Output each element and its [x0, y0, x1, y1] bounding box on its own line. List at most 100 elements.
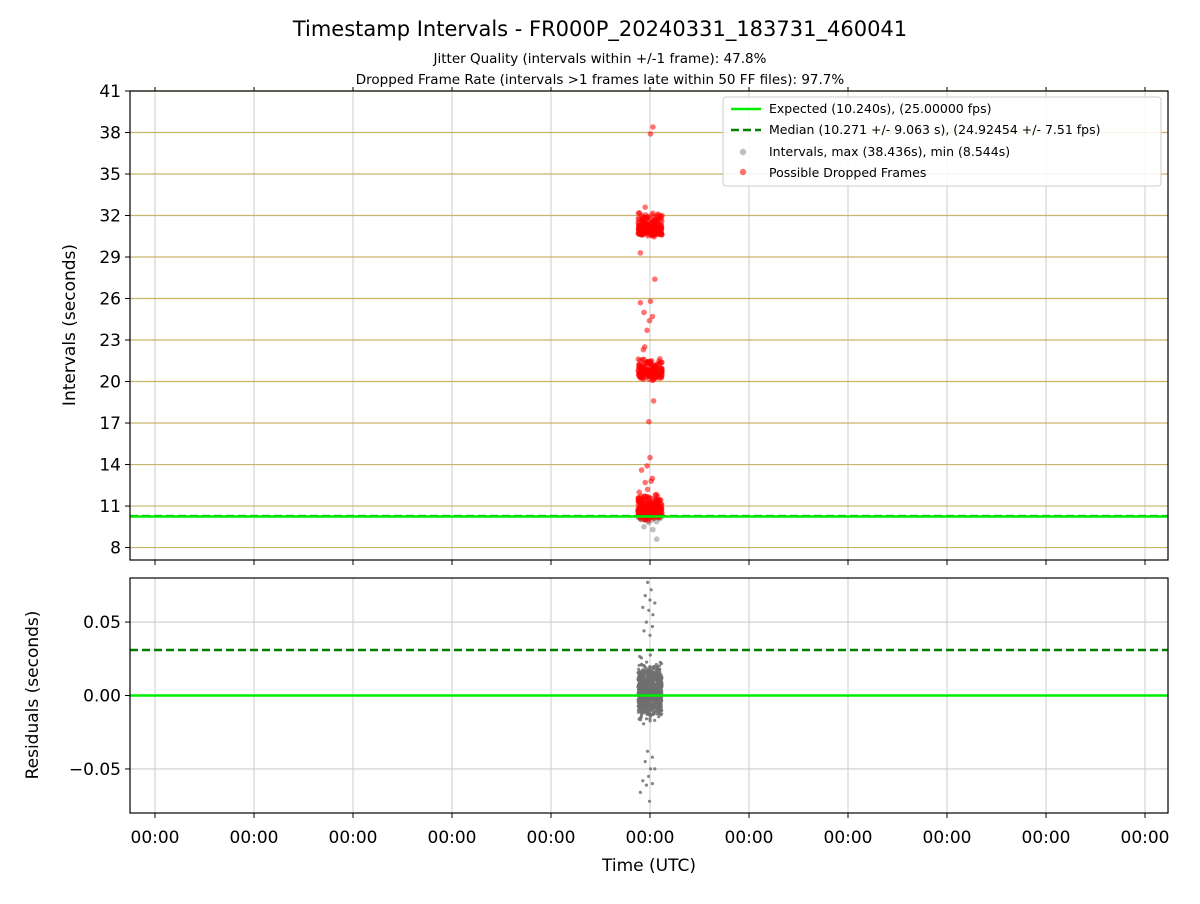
intervals-point	[652, 225, 658, 232]
residuals-point	[650, 755, 655, 759]
residuals-point	[658, 667, 662, 671]
intervals-y-tick-label: 11	[99, 497, 121, 517]
intervals-point	[653, 507, 660, 514]
residuals-point	[659, 674, 663, 678]
intervals-point	[635, 497, 642, 504]
intervals-y-tick-label: 41	[99, 82, 121, 102]
residuals-point	[648, 598, 652, 602]
intervals-point	[642, 517, 648, 523]
intervals-point	[643, 214, 650, 221]
residuals-point	[648, 633, 652, 637]
intervals-point	[640, 346, 647, 353]
residuals-point	[644, 620, 649, 624]
residuals-point	[638, 677, 642, 681]
intervals-point	[659, 231, 665, 238]
intervals-point	[639, 220, 646, 226]
residuals-point	[638, 790, 643, 795]
intervals-point	[653, 536, 660, 542]
residuals-point	[650, 782, 655, 786]
intervals-point	[656, 503, 663, 510]
intervals-point	[647, 298, 654, 305]
intervals-point	[650, 210, 656, 216]
legend-dropped-swatch	[739, 168, 747, 176]
intervals-y-tick-label: 38	[99, 124, 121, 144]
residuals-point	[643, 708, 647, 712]
residuals-point	[660, 712, 664, 716]
intervals-point	[638, 231, 645, 238]
residuals-point	[637, 703, 641, 707]
intervals-point	[654, 372, 660, 378]
residuals-axes-frame	[129, 577, 1169, 814]
residuals-point	[639, 696, 643, 700]
residuals-point	[636, 691, 641, 695]
x-tick-label: 00:00	[428, 828, 477, 848]
intervals-y-tick-label: 8	[110, 539, 121, 559]
x-tick-label: 00:00	[329, 828, 378, 848]
residuals-point	[641, 682, 645, 687]
intervals-point	[638, 467, 645, 473]
residuals-point	[652, 665, 656, 669]
residuals-point	[656, 690, 661, 694]
residuals-point	[639, 662, 644, 667]
residuals-point	[659, 662, 664, 666]
residuals-point	[640, 712, 644, 716]
x-tick-label: 00:00	[626, 828, 675, 848]
residuals-point	[637, 684, 641, 688]
intervals-y-tick-label: 29	[99, 248, 121, 268]
residuals-point	[647, 608, 651, 612]
residuals-point	[647, 799, 652, 803]
intervals-point	[639, 356, 646, 363]
residuals-point	[653, 718, 657, 722]
intervals-point	[636, 216, 642, 223]
residuals-point	[652, 685, 656, 689]
intervals-point	[656, 221, 663, 228]
intervals-point	[646, 317, 653, 324]
residuals-point	[642, 629, 646, 633]
intervals-point	[658, 374, 665, 381]
residuals-point	[660, 691, 664, 695]
residuals-point	[639, 709, 643, 713]
residuals-point	[641, 605, 645, 610]
top-ylabel: Intervals (seconds)	[60, 244, 80, 406]
residuals-point	[649, 588, 653, 592]
residuals-point	[641, 703, 645, 707]
intervals-point	[644, 327, 650, 334]
intervals-point	[648, 216, 654, 222]
residuals-point	[650, 674, 654, 678]
residuals-point	[642, 722, 646, 726]
intervals-point	[642, 204, 648, 210]
x-tick-label: 00:00	[131, 828, 180, 848]
intervals-point	[644, 369, 650, 376]
intervals-point	[637, 250, 644, 256]
residuals-point	[646, 749, 650, 753]
residuals-point	[643, 760, 647, 764]
residuals-y-tick-label: 0.05	[83, 613, 121, 633]
chart-subtitle-dropped: Dropped Frame Rate (intervals >1 frames …	[356, 72, 845, 88]
residuals-point	[641, 699, 645, 703]
intervals-point	[646, 418, 652, 425]
residuals-point	[649, 712, 654, 717]
residuals-point	[637, 663, 641, 667]
residuals-point	[636, 700, 640, 704]
residuals-point	[657, 712, 661, 716]
residuals-point	[653, 601, 657, 605]
residuals-panel: 0.05 0.00 −0.05	[69, 577, 1169, 818]
x-tick-label: 00:00	[1022, 828, 1071, 848]
legend-intervals-swatch	[739, 148, 747, 156]
residuals-point	[647, 774, 651, 778]
residuals-point	[636, 671, 640, 675]
intervals-point	[641, 524, 647, 530]
residuals-point	[644, 666, 648, 670]
legend-median-label: Median (10.271 +/- 9.063 s), (24.92454 +…	[769, 122, 1100, 137]
residuals-point	[645, 660, 649, 664]
residuals-point	[648, 719, 652, 723]
residuals-point	[645, 670, 649, 674]
residuals-point	[648, 688, 652, 692]
residuals-point	[658, 677, 662, 681]
x-tick-labels: 00:00 00:00 00:00 00:00 00:00 00:00 00:00 00:00…	[131, 828, 1170, 848]
bottom-ylabel: Residuals (seconds)	[23, 611, 43, 780]
residuals-point	[659, 696, 664, 700]
residuals-point	[638, 654, 642, 659]
residuals-point	[657, 704, 661, 709]
residuals-point	[660, 698, 664, 702]
